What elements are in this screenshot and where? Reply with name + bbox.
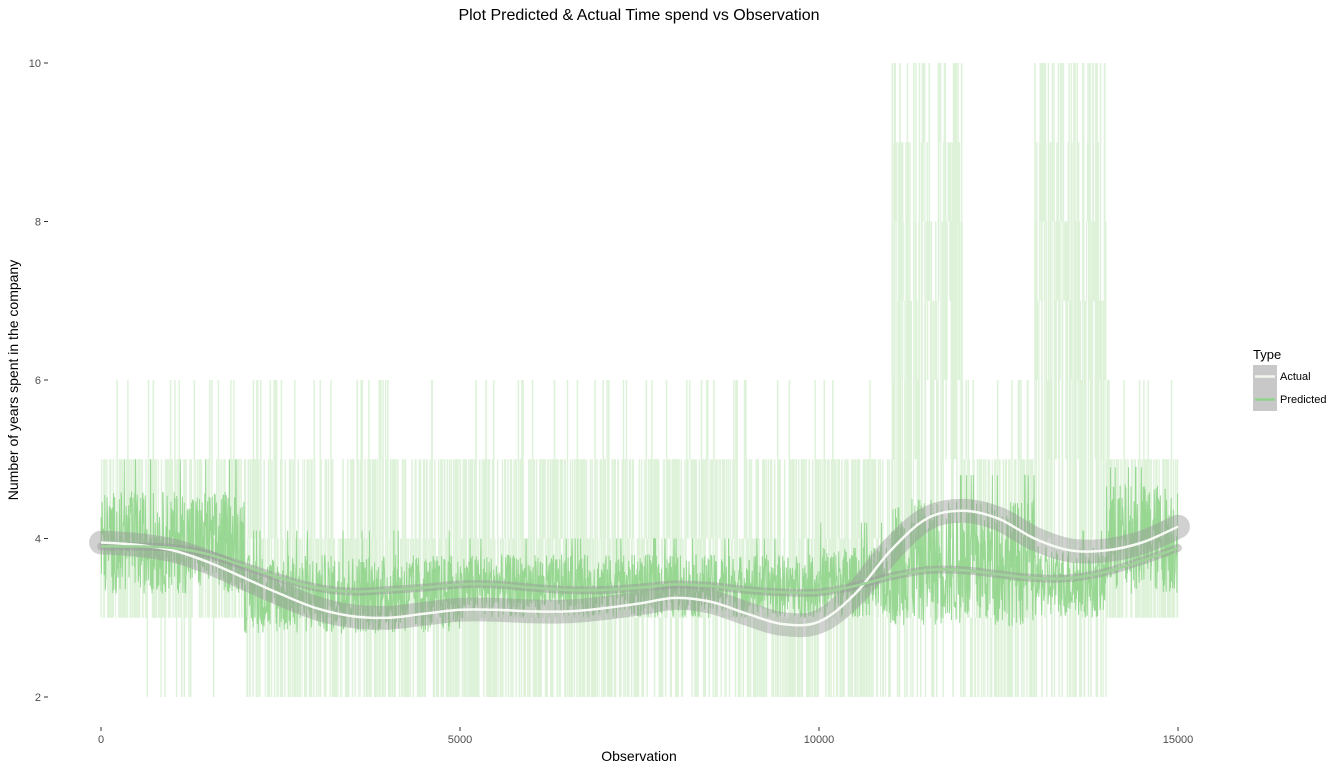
axes: 2 4 6 8 10 0 5000 10000 15000 xyxy=(29,58,1194,746)
actual-smooth-line xyxy=(100,509,1179,627)
x-tick-label-0: 0 xyxy=(98,734,104,746)
y-tick-label-8: 8 xyxy=(35,217,41,229)
predicted-smooth-line xyxy=(100,545,1179,595)
x-tick-label-15000: 15000 xyxy=(1163,734,1194,746)
y-axis-title: Number of years spent in the company xyxy=(5,260,21,500)
x-axis-title: Observation xyxy=(601,748,676,764)
y-tick-label-4: 4 xyxy=(35,534,41,546)
actual-raw-line xyxy=(100,63,1179,697)
y-tick-label-2: 2 xyxy=(35,692,41,704)
legend-label-actual: Actual xyxy=(1280,371,1311,383)
legend-item-predicted: Predicted xyxy=(1253,388,1326,411)
legend: Type Actual Predicted xyxy=(1253,347,1326,411)
x-tick-label-5000: 5000 xyxy=(448,734,472,746)
x-tick-label-10000: 10000 xyxy=(804,734,835,746)
chart-title: Plot Predicted & Actual Time spend vs Ob… xyxy=(458,7,819,24)
y-tick-label-6: 6 xyxy=(35,375,41,387)
smooth-lines xyxy=(100,509,1179,627)
actual-raw-series xyxy=(100,63,1179,697)
legend-label-predicted: Predicted xyxy=(1280,394,1326,406)
legend-item-actual: Actual xyxy=(1253,365,1311,388)
y-tick-label-10: 10 xyxy=(29,58,41,70)
legend-title: Type xyxy=(1253,347,1281,362)
